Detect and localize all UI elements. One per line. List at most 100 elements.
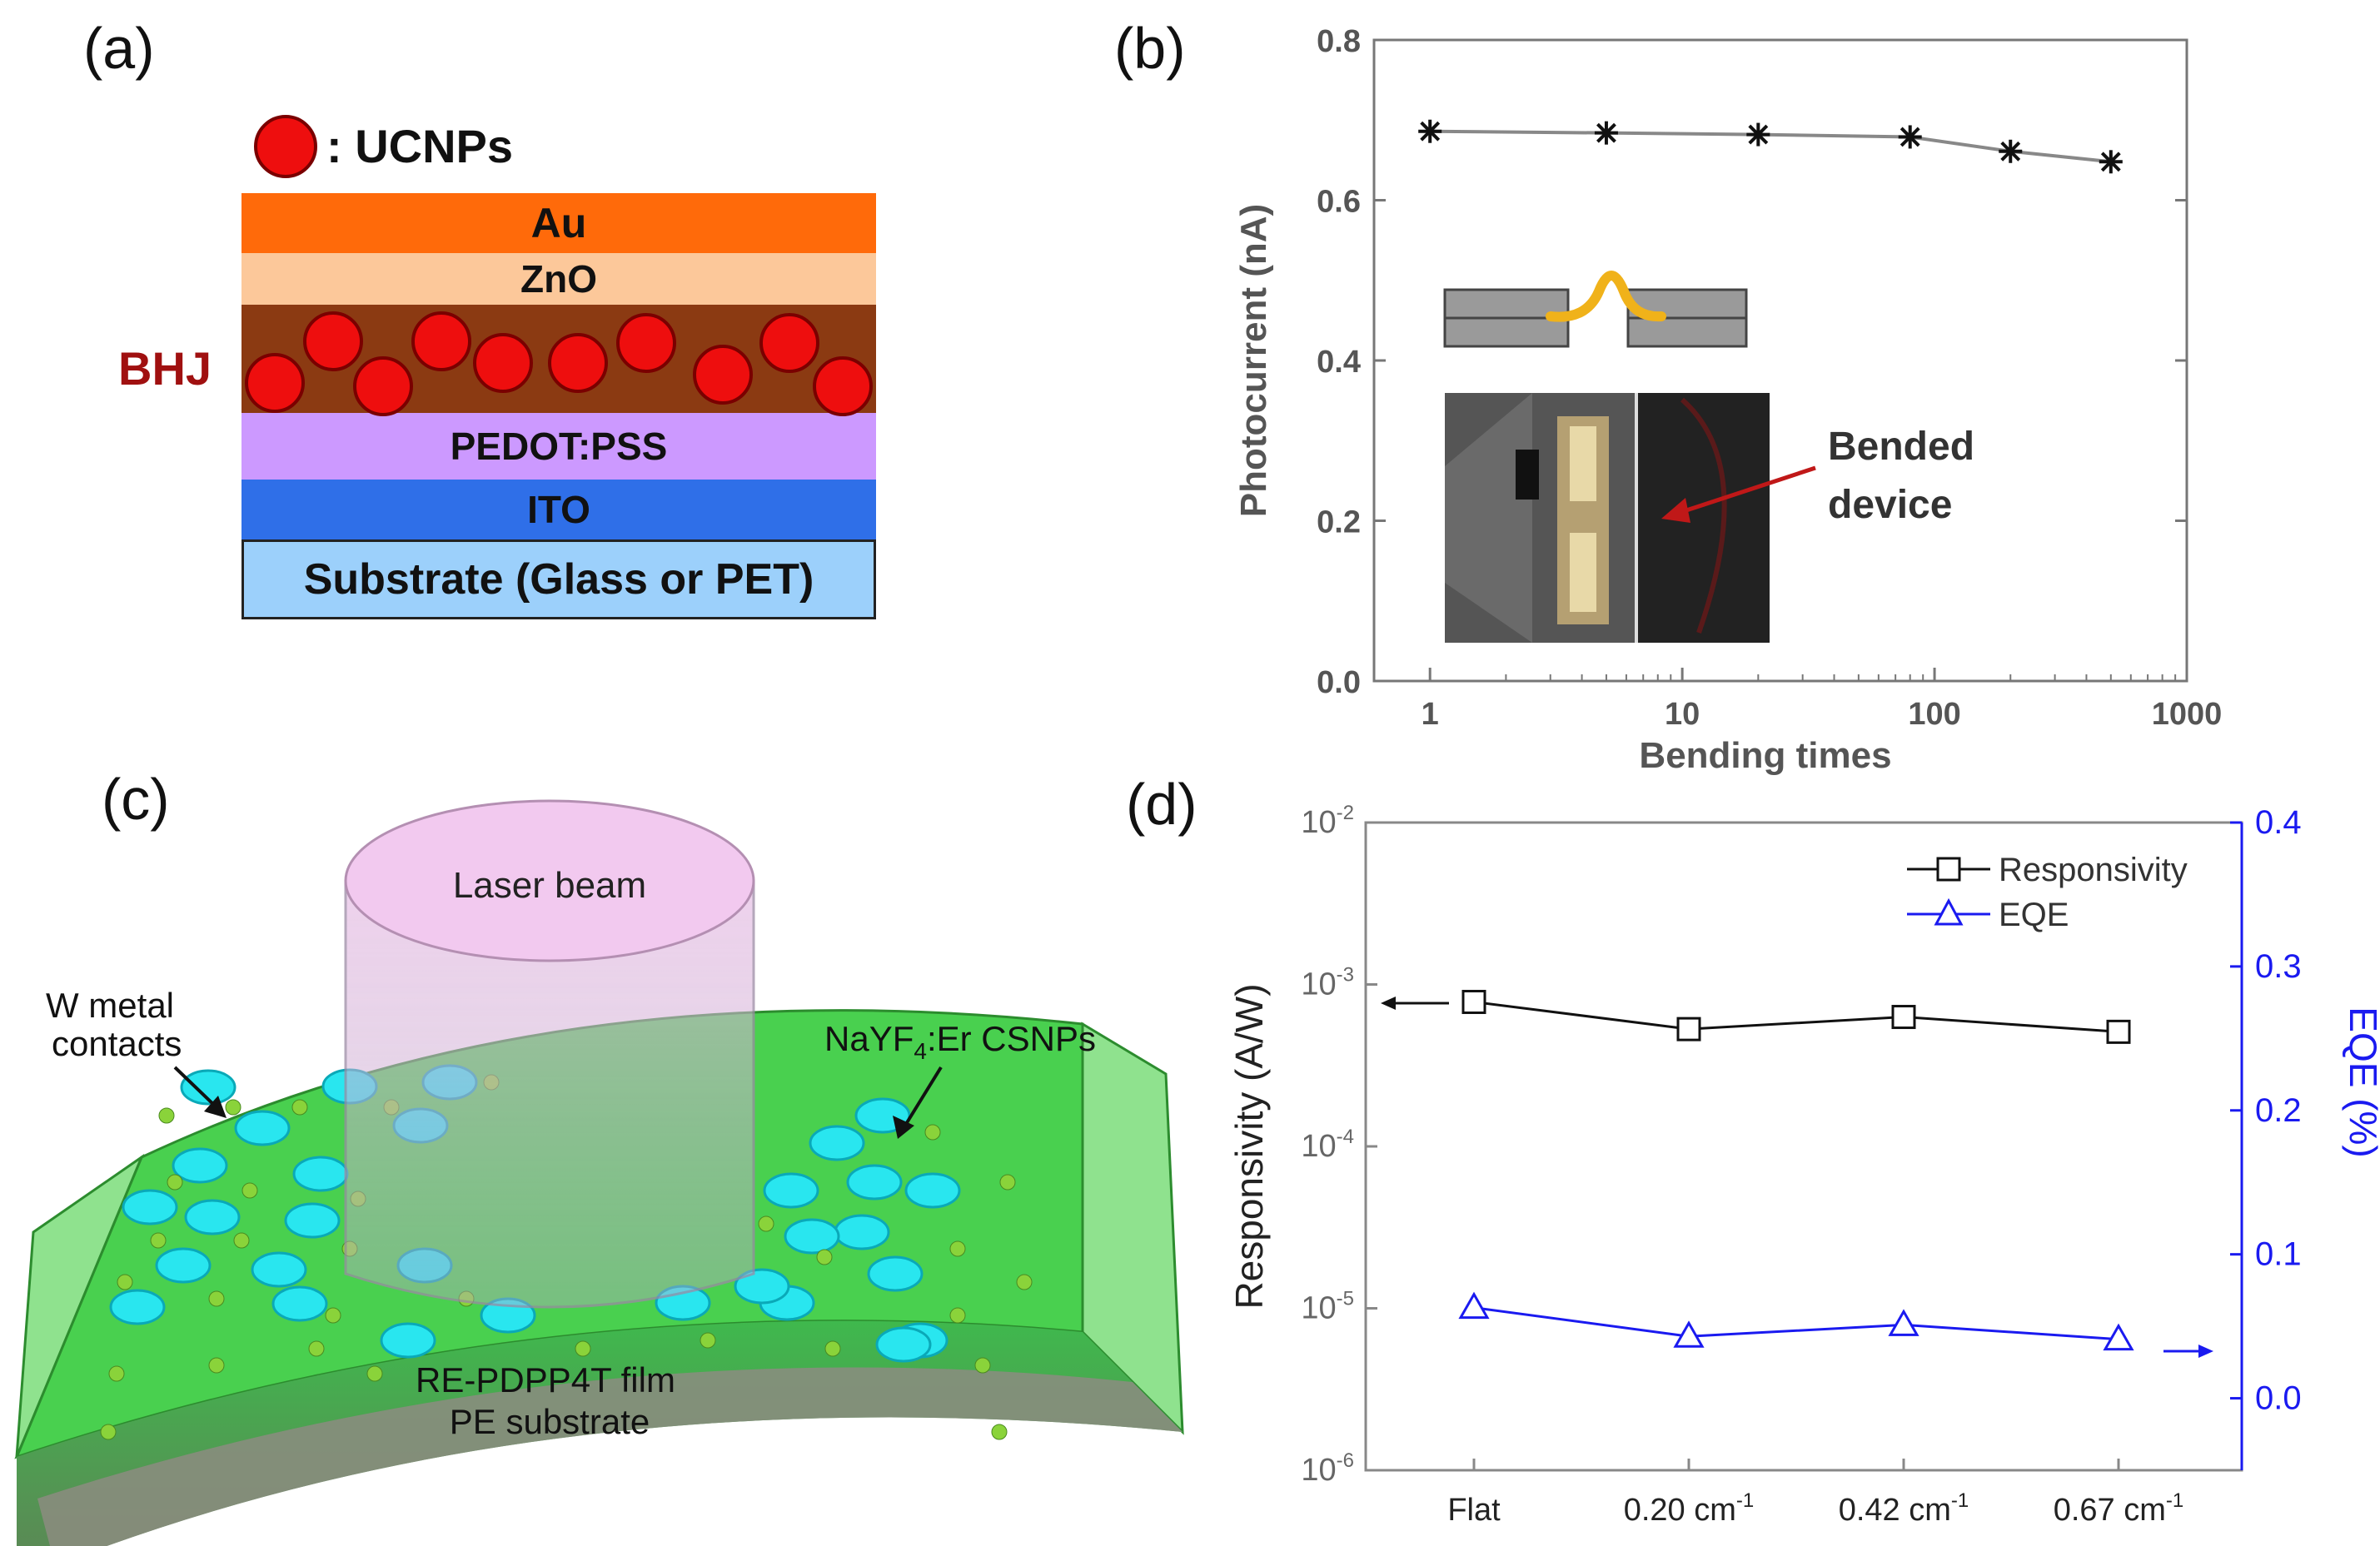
bended-label-line1: Bended — [1828, 425, 1974, 469]
w-metal-contact — [763, 1172, 819, 1209]
substrate-label: PE substrate — [450, 1402, 650, 1441]
layer-pedot-pss: PEDOT:PSS — [241, 413, 876, 480]
ucnp-particle — [473, 333, 533, 393]
nanoparticle — [117, 1274, 133, 1290]
b-data-point-asterisk — [1594, 121, 1618, 145]
bending-schematic — [1443, 271, 1748, 348]
d-left-tick-label: 10-5 — [1301, 1288, 1354, 1326]
d-xtick-label: Flat — [1447, 1493, 1501, 1528]
nanoparticle — [325, 1307, 341, 1324]
b-xtick-label: 1 — [1422, 697, 1439, 732]
ucnp-legend-icon — [254, 115, 317, 178]
ucnp-particle — [813, 356, 873, 416]
nanoparticle — [225, 1099, 241, 1116]
ucnp-particle — [303, 311, 363, 371]
ucnp-legend-label: : UCNPs — [326, 120, 514, 172]
panel-label-d: (d) — [1126, 772, 1197, 837]
layer-ito: ITO — [241, 480, 876, 539]
b-ytick-label: 0.8 — [1317, 24, 1361, 59]
legend-square-marker — [1936, 857, 1961, 882]
csnp-pointer-line — [902, 1066, 943, 1130]
csnp-label: NaYF4:Er CSNPs — [824, 1019, 1096, 1064]
panel-label-b: (b) — [1114, 16, 1186, 81]
responsivity-series-line — [1473, 1000, 2119, 1033]
nanoparticle — [167, 1174, 183, 1191]
b-ytick-label: 0.4 — [1317, 345, 1361, 380]
w-metal-contact — [380, 1322, 436, 1359]
nanoparticle — [308, 1340, 325, 1357]
nanoparticle — [999, 1174, 1016, 1191]
pe-substrate-layer — [37, 1367, 1183, 1546]
w-metal-contact — [172, 1147, 228, 1184]
ucnp-particle — [353, 356, 413, 416]
d-xtick-label: 0.42 cm-1 — [1839, 1489, 1969, 1528]
ucnp-particle — [759, 313, 819, 373]
w-metal-contact — [122, 1189, 178, 1225]
bended-label-line2: device — [1828, 483, 1952, 527]
d-left-tick-label: 10-2 — [1301, 802, 1354, 840]
legend-eqe: EQE — [1999, 897, 2069, 933]
nanoparticle — [208, 1290, 225, 1307]
legend-responsivity: Responsivity — [1999, 852, 2188, 888]
legend-triangle-marker — [1934, 897, 1964, 926]
contacts-pointer-line — [173, 1066, 220, 1111]
panel-b-ylabel: Photocurrent (nA) — [1233, 204, 1274, 517]
nanoparticle — [150, 1232, 167, 1249]
photocurrent-series-line — [1430, 129, 2112, 164]
ucnp-particle — [245, 353, 305, 413]
w-metal-contact — [109, 1289, 166, 1325]
b-xtick-label: 1000 — [2152, 697, 2223, 732]
eqe-triangle-marker — [1888, 1309, 1919, 1336]
d-right-tick-label: 0.1 — [2255, 1236, 2302, 1273]
asterisk-stroke — [1748, 124, 1769, 145]
w-metal-contact — [234, 1110, 291, 1146]
w-contacts-label-line1: W metal — [46, 986, 174, 1025]
nanoparticle — [575, 1340, 591, 1357]
b-xtick-label: 100 — [1908, 697, 1960, 732]
w-metal-contact — [284, 1202, 341, 1239]
b-data-point-asterisk — [1418, 119, 1442, 143]
responsivity-square-marker — [1461, 989, 1486, 1014]
eqe-series-line — [1473, 1306, 2119, 1341]
d-right-tick-label: 0.0 — [2255, 1380, 2302, 1417]
eqe-triangle-marker — [1673, 1320, 1705, 1348]
ucnp-particle — [693, 345, 753, 405]
asterisk-stroke — [2000, 141, 2021, 162]
nanoparticle — [241, 1182, 258, 1199]
contacts-arrow-icon — [204, 1096, 227, 1118]
b-ytick-label: 0.6 — [1317, 185, 1361, 220]
panel-d-plot-frame — [1364, 821, 2243, 1472]
nanoparticle — [108, 1365, 125, 1382]
w-metal-contact — [271, 1285, 328, 1322]
nanoparticle — [924, 1124, 941, 1141]
b-data-point-asterisk — [1898, 125, 1922, 149]
film-left-face — [15, 1153, 145, 1458]
w-contacts-label-line2: contacts — [52, 1024, 182, 1063]
layer-substrate: Substrate (Glass or PET) — [241, 539, 876, 619]
bhj-label: BHJ — [118, 342, 212, 395]
d-xtick-label: 0.20 cm-1 — [1624, 1489, 1755, 1528]
responsivity-square-marker — [2106, 1019, 2131, 1044]
nanoparticle — [758, 1215, 774, 1232]
ucnp-particle — [411, 311, 471, 371]
d-right-tick-label: 0.4 — [2255, 804, 2302, 841]
responsivity-square-marker — [1676, 1017, 1701, 1041]
w-metal-contact — [784, 1218, 840, 1255]
nanoparticle — [1016, 1274, 1033, 1290]
w-metal-contact — [734, 1268, 790, 1305]
b-xtick-label: 10 — [1665, 697, 1700, 732]
film-label: RE-PDPP4T film — [416, 1360, 675, 1399]
nanoparticle — [991, 1424, 1008, 1440]
nanoparticle — [208, 1357, 225, 1374]
w-metal-contact — [875, 1326, 932, 1363]
w-metal-contact — [846, 1164, 903, 1201]
arrow-head-icon — [1661, 498, 1690, 523]
nanoparticle — [100, 1424, 117, 1440]
panel-d-legend: Responsivity EQE — [1907, 852, 2188, 933]
asterisk-stroke — [2100, 152, 2121, 172]
w-metal-contact — [180, 1069, 237, 1106]
csnp-arrow-icon — [893, 1116, 914, 1139]
d-right-tick-label: 0.3 — [2255, 948, 2302, 985]
